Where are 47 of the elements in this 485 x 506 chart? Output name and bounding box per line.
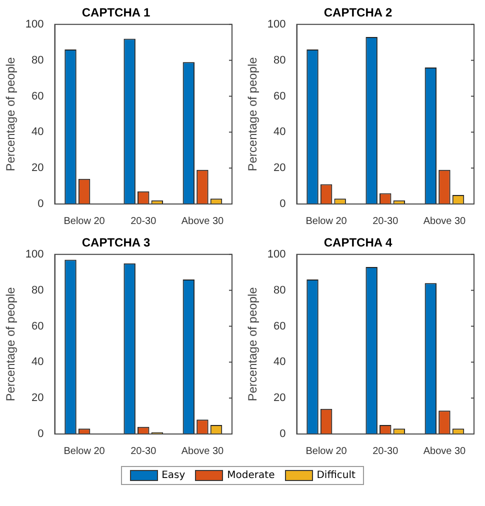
y-axis-title: Percentage of people [4,56,18,172]
x-tick-label: 20-30 [372,446,399,457]
x-tick-label: Below 20 [306,216,348,227]
y-tick-label: 40 [274,356,286,368]
x-tick-label: Above 30 [423,216,466,227]
y-tick-label: 100 [25,18,44,30]
y-tick-label: 0 [38,198,44,210]
legend-label: Difficult [316,470,356,481]
y-tick-label: 20 [274,162,286,174]
x-tick-label: Above 30 [423,446,466,457]
y-axis-title: Percentage of people [246,286,260,402]
y-axis-title: Percentage of people [246,56,260,172]
y-tick-label: 60 [274,320,286,332]
x-tick-label: 20-30 [130,216,157,227]
x-tick-label: Below 20 [64,216,106,227]
y-tick-label: 20 [32,162,44,174]
y-tick-label: 20 [274,392,286,404]
y-axis-title: Percentage of people [4,286,18,402]
x-tick-label: Below 20 [306,446,348,457]
y-tick-label: 100 [267,248,286,260]
chart-title: CAPTCHA 1 [82,6,150,20]
y-tick-label: 60 [32,320,44,332]
y-tick-label: 40 [274,126,286,138]
y-tick-label: 80 [32,54,44,66]
y-tick-label: 100 [25,248,44,260]
y-tick-label: 100 [267,18,286,30]
y-tick-label: 0 [38,428,44,440]
y-tick-label: 0 [280,198,286,210]
x-tick-label: 20-30 [130,446,157,457]
chart-title: CAPTCHA 4 [324,236,392,250]
chart-title: CAPTCHA 3 [82,236,150,250]
y-tick-label: 20 [32,392,44,404]
y-tick-label: 80 [32,284,44,296]
y-tick-label: 40 [32,126,44,138]
legend-label: Easy [162,470,186,481]
x-tick-label: Above 30 [181,216,224,227]
x-tick-label: Below 20 [64,446,106,457]
chart-title: CAPTCHA 2 [324,6,392,20]
y-tick-label: 40 [32,356,44,368]
legend-label: Moderate [227,470,275,481]
x-tick-label: Above 30 [181,446,224,457]
x-tick-label: 20-30 [372,216,399,227]
y-tick-label: 60 [274,90,286,102]
y-tick-label: 80 [274,54,286,66]
y-tick-label: 0 [280,428,286,440]
y-tick-label: 60 [32,90,44,102]
y-tick-label: 80 [274,284,286,296]
